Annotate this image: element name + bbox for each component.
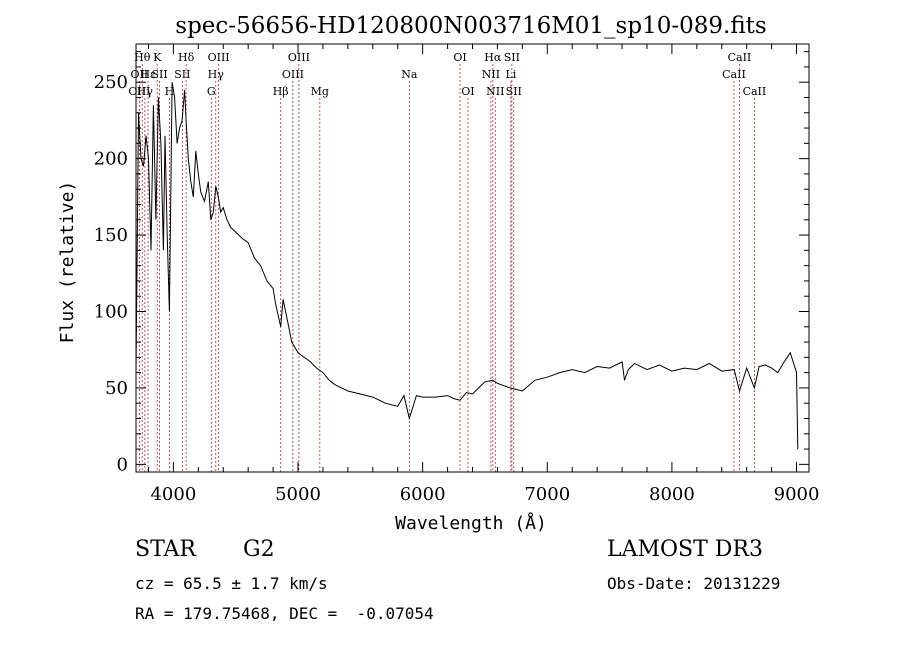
- x-tick-label: 7000: [524, 484, 570, 505]
- spectral-line-label: OIII: [288, 51, 310, 64]
- survey-name: LAMOST DR3: [607, 537, 763, 562]
- spectral-line-label: Hγ: [137, 85, 154, 98]
- spectral-line-label: NII: [482, 68, 500, 81]
- redshift-value: cz = 65.5 ± 1.7 km/s: [135, 574, 328, 593]
- object-class: STAR: [135, 537, 196, 562]
- spectral-line-label: NII: [486, 85, 504, 98]
- line-marker-layer: OIIOIIIHθHγHεKSIIHHδSIIOIIIHγGOIIIOIIIHβ…: [128, 51, 766, 472]
- x-axis-label: Wavelength (Å): [395, 512, 547, 534]
- spectral-line-label: SII: [506, 85, 522, 98]
- spectral-line-label: Hβ: [273, 85, 289, 98]
- y-tick-label: 250: [94, 72, 128, 93]
- spectral-line-label: OIII: [208, 51, 230, 64]
- x-tick-label: 5000: [275, 484, 321, 505]
- spectral-line-label: OI: [461, 85, 474, 98]
- spectral-line-label: OI: [453, 51, 466, 64]
- spectral-line-label: SII: [174, 68, 190, 81]
- spectral-line-label: CaII: [722, 68, 746, 81]
- coordinates: RA = 179.75468, DEC = -0.07054: [135, 604, 434, 623]
- spectral-line-label: CaII: [743, 85, 767, 98]
- y-tick-label: 0: [117, 454, 128, 475]
- spectral-line-label: OII: [131, 68, 149, 81]
- x-tick-label: 8000: [649, 484, 695, 505]
- spectral-line-label: Hα: [484, 51, 502, 64]
- spectral-line-label: Hδ: [178, 51, 195, 64]
- spectral-line-label: SII: [151, 68, 167, 81]
- spectral-line-label: OIII: [128, 85, 150, 98]
- x-tick-label: 9000: [774, 484, 820, 505]
- plot-frame: [135, 43, 810, 473]
- spectral-line-label: G: [207, 85, 216, 98]
- spectral-line-label: Hε: [140, 68, 156, 81]
- spectral-line-label: Mg: [311, 85, 329, 98]
- spectrum-series-line: [135, 82, 799, 450]
- spectral-line-label: K: [153, 51, 162, 64]
- y-axis-label: Flux (relative): [57, 181, 78, 344]
- observation-date: Obs-Date: 20131229: [607, 574, 781, 593]
- spectral-line-label: SII: [504, 51, 520, 64]
- x-tick-label: 4000: [150, 484, 196, 505]
- spectral-line-label: H: [165, 85, 175, 98]
- y-tick-label: 200: [94, 149, 128, 170]
- chart-title: spec-56656-HD120800N003716M01_sp10-089.f…: [175, 13, 766, 39]
- spectral-line-label: Na: [401, 68, 418, 81]
- spectral-line-label: Hγ: [208, 68, 225, 81]
- spectral-line-label: Hθ: [134, 51, 151, 64]
- spectral-subclass: G2: [243, 537, 275, 562]
- spectral-line-label: Li: [505, 68, 516, 81]
- y-tick-label: 150: [94, 225, 128, 246]
- y-tick-label: 100: [94, 302, 128, 323]
- spectral-line-label: OIII: [282, 68, 304, 81]
- y-tick-label: 50: [105, 378, 128, 399]
- axis-tick-layer: 4000 5000 6000 7000 8000 9000 0 50 100 150 200 250: [94, 44, 820, 505]
- x-tick-label: 6000: [400, 484, 446, 505]
- spectral-line-label: CaII: [728, 51, 752, 64]
